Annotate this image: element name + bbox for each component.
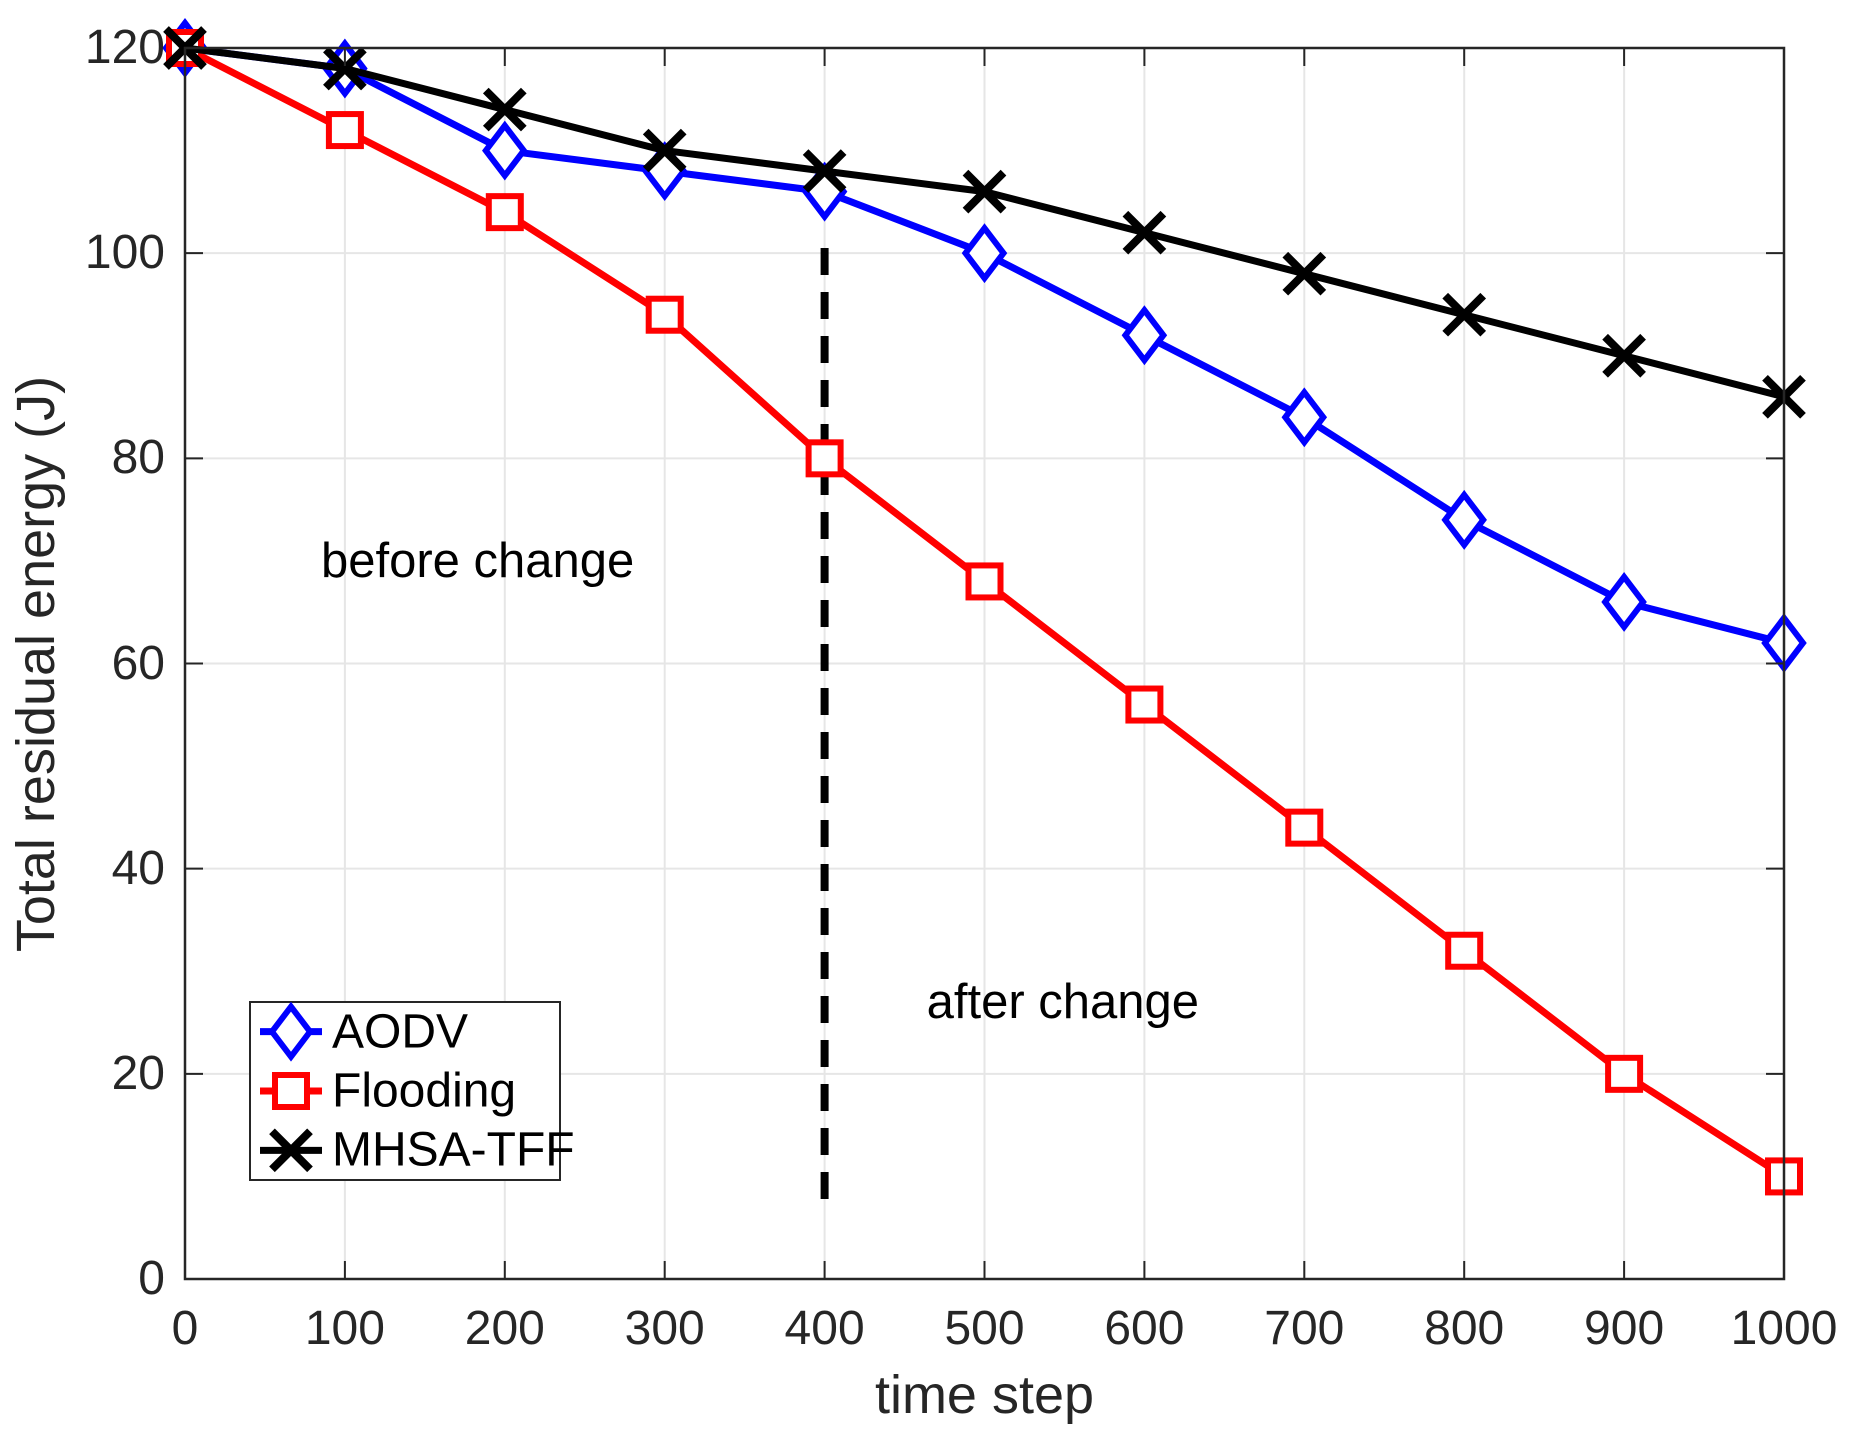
legend-label-aodv: AODV: [332, 1005, 469, 1059]
x-tick-label: 200: [464, 1302, 545, 1355]
annotation-before-change: before change: [320, 533, 635, 588]
x-tick-label: 800: [1424, 1302, 1505, 1355]
x-tick-label: 600: [1104, 1302, 1185, 1355]
x-tick-label: 400: [784, 1302, 865, 1355]
x-tick-label: 300: [624, 1302, 705, 1355]
legend-label-mhsa-tff: MHSA-TFF: [332, 1123, 575, 1177]
x-tick-label: 1000: [1730, 1302, 1838, 1355]
y-tick-label: 20: [111, 1046, 165, 1100]
series-mhsa-tff: [163, 26, 1806, 419]
y-tick-label: 80: [111, 431, 165, 485]
y-tick-label: 60: [111, 636, 165, 690]
y-tick-label: 0: [138, 1252, 165, 1305]
legend-label-flooding: Flooding: [332, 1064, 517, 1118]
annotation-after-change: after change: [926, 975, 1200, 1030]
y-axis-label: Total residual energy (J): [6, 375, 66, 952]
x-tick-label: 100: [304, 1302, 385, 1355]
legend: [249, 1001, 561, 1181]
y-tick-label: 120: [84, 21, 165, 74]
x-tick-label: 0: [171, 1302, 199, 1355]
x-tick-label: 900: [1584, 1302, 1665, 1355]
x-tick-label: 500: [944, 1302, 1025, 1355]
y-tick-label: 100: [84, 226, 165, 280]
y-tick-label: 40: [111, 841, 165, 895]
series-flooding: [166, 29, 1803, 1196]
axes-box: [183, 46, 1786, 1281]
x-axis-label: time step: [874, 1365, 1095, 1425]
x-tick-label: 700: [1264, 1302, 1345, 1355]
